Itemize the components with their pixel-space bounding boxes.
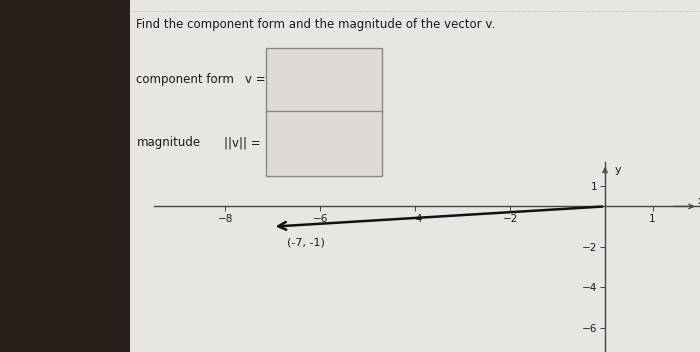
Text: Find the component form and the magnitude of the vector v.: Find the component form and the magnitud… xyxy=(136,18,496,31)
Text: magnitude: magnitude xyxy=(136,136,201,149)
Text: x: x xyxy=(698,196,700,206)
Text: component form: component form xyxy=(136,73,234,86)
Text: y: y xyxy=(615,165,621,175)
Text: v =: v = xyxy=(245,73,265,86)
Text: ||v|| =: ||v|| = xyxy=(224,136,260,149)
Text: (-7, -1): (-7, -1) xyxy=(287,238,325,248)
